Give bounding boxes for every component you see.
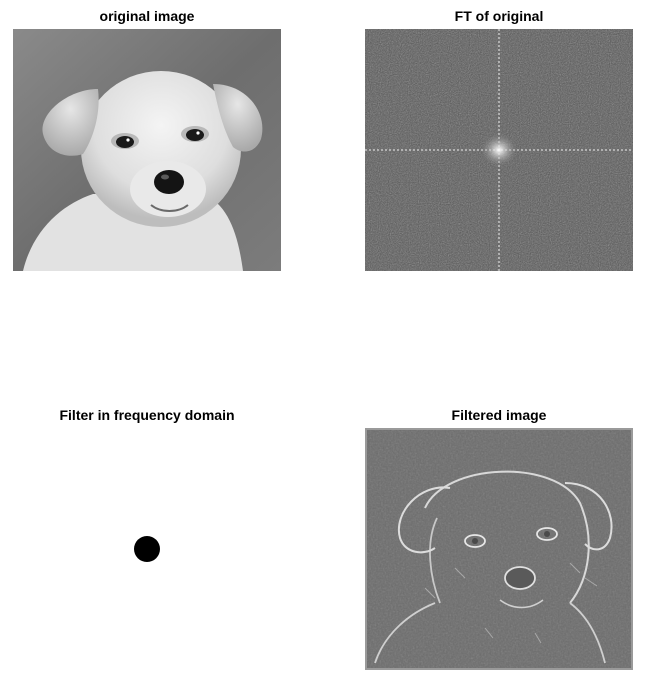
filtered-image-title: Filtered image	[451, 407, 547, 423]
original-image-title: original image	[99, 8, 195, 24]
ft-of-original-title: FT of original	[454, 8, 544, 24]
fourier-transform-image	[365, 29, 633, 271]
filter-title: Filter in frequency domain	[59, 407, 235, 423]
original-puppy-image	[13, 29, 281, 271]
filtered-puppy-image	[365, 428, 633, 670]
frequency-filter-image	[13, 428, 281, 670]
filter-dot	[134, 536, 160, 562]
